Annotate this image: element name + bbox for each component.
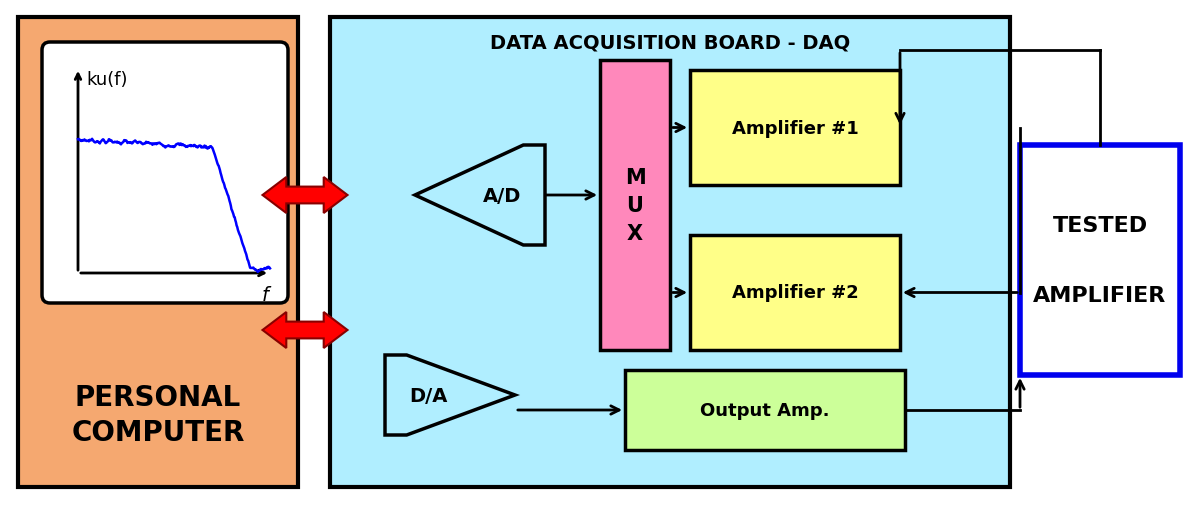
Text: Output Amp.: Output Amp.	[701, 401, 829, 419]
FancyBboxPatch shape	[1020, 146, 1180, 375]
Text: f: f	[262, 285, 269, 305]
Text: Amplifier #2: Amplifier #2	[732, 284, 858, 302]
Text: Amplifier #1: Amplifier #1	[732, 119, 858, 137]
FancyBboxPatch shape	[330, 18, 1010, 487]
FancyBboxPatch shape	[690, 71, 900, 186]
Text: DATA ACQUISITION BOARD - DAQ: DATA ACQUISITION BOARD - DAQ	[490, 33, 850, 52]
Text: TESTED: TESTED	[1052, 216, 1147, 236]
Text: PERSONAL: PERSONAL	[74, 383, 241, 411]
FancyBboxPatch shape	[18, 18, 298, 487]
Text: A/D: A/D	[482, 186, 521, 205]
Text: AMPLIFIER: AMPLIFIER	[1033, 285, 1166, 305]
Text: D/A: D/A	[409, 386, 448, 405]
Polygon shape	[263, 178, 348, 214]
Text: M
U
X: M U X	[625, 168, 646, 243]
Text: COMPUTER: COMPUTER	[71, 418, 245, 446]
Polygon shape	[385, 356, 515, 435]
FancyBboxPatch shape	[690, 235, 900, 350]
FancyBboxPatch shape	[625, 370, 905, 450]
Text: ku(f): ku(f)	[86, 71, 127, 89]
Polygon shape	[263, 313, 348, 348]
FancyBboxPatch shape	[600, 61, 670, 350]
FancyBboxPatch shape	[42, 43, 288, 304]
Polygon shape	[415, 146, 545, 245]
